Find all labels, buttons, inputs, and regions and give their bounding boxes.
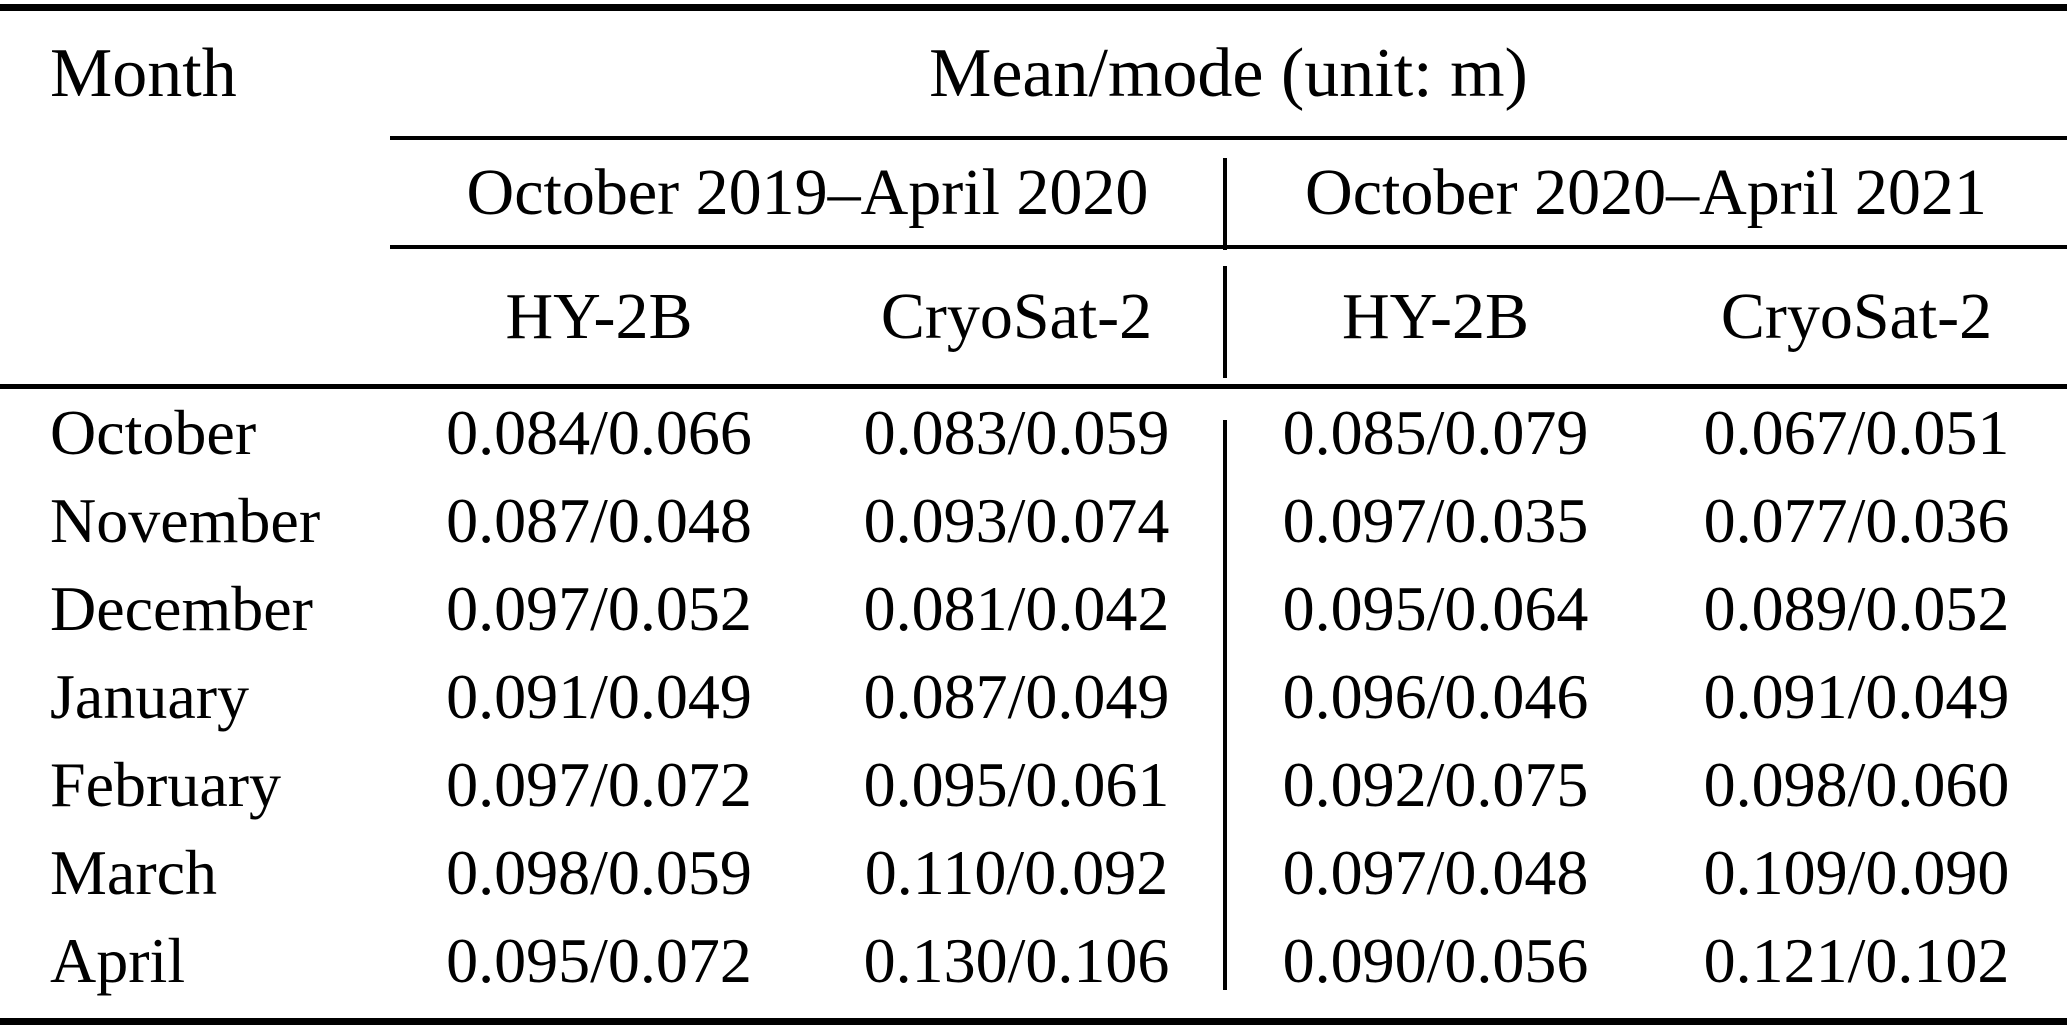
value-cell-hy2b-p1: 0.098/0.059 [446,837,752,908]
value-cell-cryosat2-p1: 0.093/0.074 [863,485,1170,556]
satellite-header-cryosat2-p2: CryoSat-2 [1720,279,1993,353]
bottom-rule [0,1018,2067,1025]
value-cell-cryosat2-p2: 0.067/0.051 [1703,397,2010,468]
satellite-divider-line [1223,266,1227,378]
satellite-header-cryosat2-p1: CryoSat-2 [880,279,1153,353]
value-cell-hy2b-p2: 0.090/0.056 [1282,925,1589,996]
row-month-label: December [50,573,313,644]
value-cell-hy2b-p1: 0.097/0.072 [446,749,752,820]
value-cell-hy2b-p1: 0.091/0.049 [446,661,752,732]
value-cell-cryosat2-p2: 0.091/0.049 [1703,661,2010,732]
row-month-label: November [50,485,321,556]
value-cell-hy2b-p2: 0.092/0.075 [1282,749,1589,820]
value-cell-hy2b-p2: 0.096/0.046 [1282,661,1589,732]
period-divider-line [1223,158,1227,250]
value-cell-cryosat2-p2: 0.089/0.052 [1703,573,2010,644]
value-cell-cryosat2-p1: 0.095/0.061 [863,749,1170,820]
value-cell-hy2b-p1: 0.087/0.048 [446,485,752,556]
value-cell-hy2b-p1: 0.097/0.052 [446,573,752,644]
satellite-header-hy2b-p2: HY-2B [1341,279,1529,353]
data-divider-line [1223,420,1227,990]
satellite-header-hy2b-p1: HY-2B [505,279,693,353]
value-cell-cryosat2-p1: 0.130/0.106 [863,925,1170,996]
value-cell-cryosat2-p1: 0.110/0.092 [864,837,1169,908]
rule-under-periods [390,245,2067,249]
table-grid: Month Mean/mode (unit: m) October 2019–A… [0,11,2067,1005]
value-cell-cryosat2-p1: 0.083/0.059 [863,397,1170,468]
value-cell-hy2b-p1: 0.095/0.072 [446,925,752,996]
row-month-label: April [50,925,186,996]
value-cell-hy2b-p2: 0.097/0.035 [1282,485,1589,556]
period-header-2019-2020: October 2019–April 2020 [466,155,1149,229]
value-cell-cryosat2-p1: 0.081/0.042 [863,573,1170,644]
value-cell-cryosat2-p2: 0.109/0.090 [1703,837,2010,908]
mean-mode-header: Mean/mode (unit: m) [929,34,1528,112]
value-cell-cryosat2-p2: 0.121/0.102 [1703,925,2010,996]
row-month-label: February [50,749,282,820]
value-cell-cryosat2-p2: 0.077/0.036 [1703,485,2010,556]
header-body-separator-rule [0,384,2067,389]
top-rule [0,4,2067,11]
value-cell-hy2b-p2: 0.095/0.064 [1282,573,1589,644]
value-cell-hy2b-p1: 0.084/0.066 [446,397,752,468]
rule-under-mean-mode [390,136,2067,140]
value-cell-hy2b-p2: 0.097/0.048 [1282,837,1589,908]
row-month-label: March [50,837,218,908]
value-cell-cryosat2-p2: 0.098/0.060 [1703,749,2010,820]
row-month-label: January [50,661,250,732]
period-header-2020-2021: October 2020–April 2021 [1305,155,1987,229]
month-column-header: Month [50,34,237,112]
value-cell-hy2b-p2: 0.085/0.079 [1282,397,1589,468]
value-cell-cryosat2-p1: 0.087/0.049 [863,661,1170,732]
row-month-label: October [50,397,257,468]
